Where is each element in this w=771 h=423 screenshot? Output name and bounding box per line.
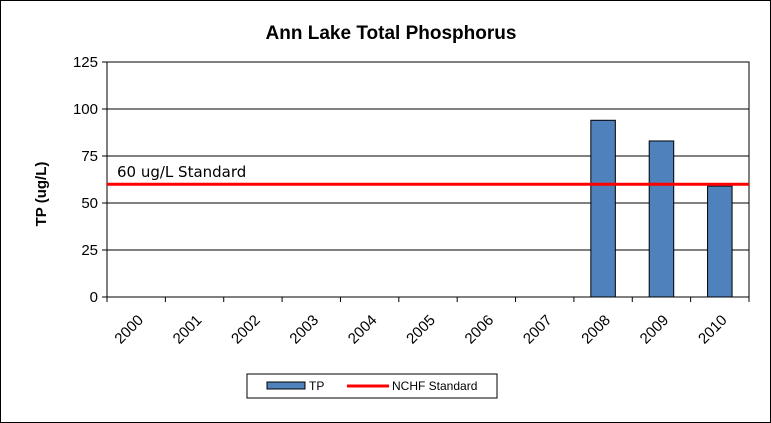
x-tick-label: 2001 [170, 312, 206, 348]
bar-2008 [590, 119, 616, 298]
y-tick-label: 100 [73, 101, 98, 118]
legend-label-tp: TP [309, 379, 324, 393]
x-tick-label: 2004 [345, 312, 381, 348]
bar-2010 [707, 185, 733, 298]
y-tick-label: 75 [81, 148, 98, 165]
legend-swatch-tp [266, 381, 306, 390]
y-tick-label: 125 [73, 54, 98, 71]
x-tick-label: 2003 [286, 312, 322, 348]
x-tick-label: 2007 [520, 312, 556, 348]
x-tick-label: 2008 [578, 312, 614, 348]
legend: TP NCHF Standard [246, 373, 498, 399]
x-tick-label: 2000 [111, 312, 147, 348]
x-tick-label: 2005 [403, 312, 439, 348]
legend-label-standard: NCHF Standard [392, 379, 477, 393]
y-tick-label: 25 [81, 242, 98, 259]
plot-area [106, 61, 750, 298]
y-tick-label: 0 [90, 289, 98, 306]
y-tick-label: 50 [81, 195, 98, 212]
y-axis-title: TP (ug/L) [33, 162, 50, 227]
chart-title: Ann Lake Total Phosphorus [266, 23, 517, 44]
x-tick-label: 2002 [228, 312, 264, 348]
bar-2009 [648, 140, 675, 298]
x-tick-label: 2009 [637, 312, 673, 348]
x-tick-label: 2006 [462, 312, 498, 348]
x-tick-label: 2010 [695, 312, 731, 348]
standard-annotation: 60 ug/L Standard [117, 163, 246, 181]
